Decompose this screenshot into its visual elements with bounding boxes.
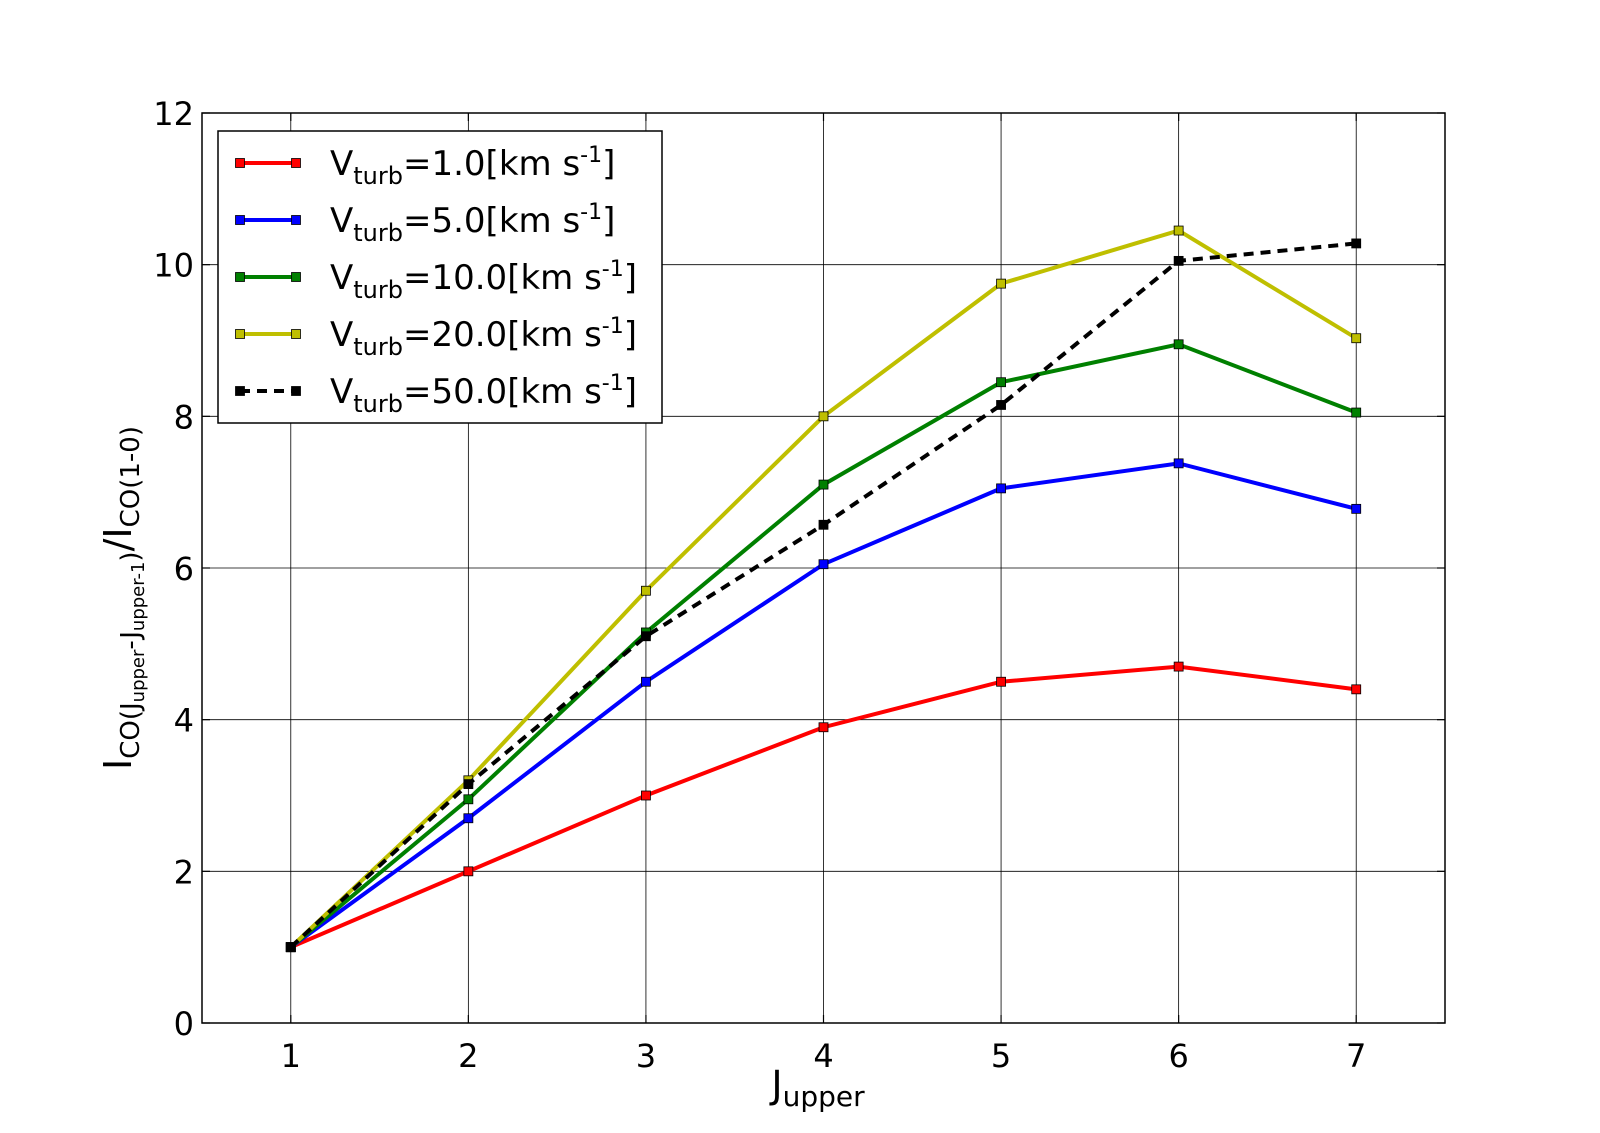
series-4-point xyxy=(1351,333,1362,344)
series-2-point xyxy=(641,676,651,687)
legend-swatch-marker xyxy=(235,329,245,339)
series-2-point xyxy=(1173,458,1184,469)
series-1-point xyxy=(1173,661,1184,672)
x-tick-label: 7 xyxy=(1346,1037,1366,1075)
y-tick-label: 0 xyxy=(174,1005,194,1043)
legend-swatch-marker xyxy=(235,272,245,282)
y-tick-label: 2 xyxy=(174,853,194,891)
legend-swatch-marker xyxy=(291,272,301,282)
y-tick-label: 6 xyxy=(174,550,194,588)
legend-label-5: Vturb=50.0[km s-1] xyxy=(330,371,637,418)
x-axis-label: Jupper xyxy=(769,1063,865,1113)
series-4-point xyxy=(641,585,651,596)
series-5-point xyxy=(1173,255,1184,266)
x-tick-label: 5 xyxy=(991,1037,1011,1075)
y-tick-label: 8 xyxy=(174,398,194,436)
series-4-point xyxy=(818,411,829,422)
series-5-point xyxy=(996,400,1006,410)
y-axis-label: ICO(Jupper-Jupper-1)/ICO(1-0) xyxy=(96,426,149,770)
series-lines xyxy=(285,225,1362,953)
series-2-point xyxy=(996,483,1006,494)
legend-swatch-marker xyxy=(291,158,301,168)
series-1-point xyxy=(1351,684,1362,695)
legend-swatch-marker xyxy=(291,386,301,396)
series-4-point xyxy=(1173,225,1184,236)
series-1-point xyxy=(996,676,1006,687)
legend-swatch-marker xyxy=(291,329,301,339)
series-5-point xyxy=(463,779,474,790)
x-tick-label: 6 xyxy=(1168,1037,1188,1075)
x-tick-label: 2 xyxy=(458,1037,478,1075)
legend-swatch-marker xyxy=(291,215,301,225)
series-3-point xyxy=(1351,407,1362,418)
legend: Vturb=1.0[km s-1] Vturb=5.0[km s-1] Vturb=… xyxy=(217,130,663,424)
legend-label-1: Vturb=1.0[km s-1] xyxy=(330,143,615,190)
series-3-point xyxy=(818,479,829,490)
series-5-point xyxy=(285,942,296,953)
series-4-point xyxy=(996,278,1006,289)
series-2-point xyxy=(1351,503,1362,514)
series-1-point xyxy=(818,722,829,733)
series-1-point xyxy=(463,866,474,877)
y-tick-label: 4 xyxy=(174,702,194,740)
y-tick-label: 12 xyxy=(153,95,194,133)
legend-label-2: Vturb=5.0[km s-1] xyxy=(330,200,615,247)
series-2-point xyxy=(463,813,474,824)
series-5-point xyxy=(1351,238,1362,249)
series-1-point xyxy=(641,790,651,801)
series-3-point xyxy=(996,377,1006,388)
y-tick-label: 10 xyxy=(153,247,194,285)
legend-swatch-marker xyxy=(235,215,245,225)
legend-swatch-marker xyxy=(235,386,245,396)
legend-label-3: Vturb=10.0[km s-1] xyxy=(330,257,637,304)
legend-swatch-marker xyxy=(235,158,245,168)
x-tick-label: 3 xyxy=(636,1037,656,1075)
series-2-point xyxy=(818,559,829,570)
series-5-point xyxy=(818,519,829,530)
series-3-point xyxy=(463,794,474,805)
series-5-point xyxy=(641,631,651,642)
x-tick-label: 1 xyxy=(281,1037,301,1075)
legend-label-4: Vturb=20.0[km s-1] xyxy=(330,314,637,361)
series-3-point xyxy=(1173,339,1184,350)
x-tick-label: 4 xyxy=(813,1037,833,1075)
